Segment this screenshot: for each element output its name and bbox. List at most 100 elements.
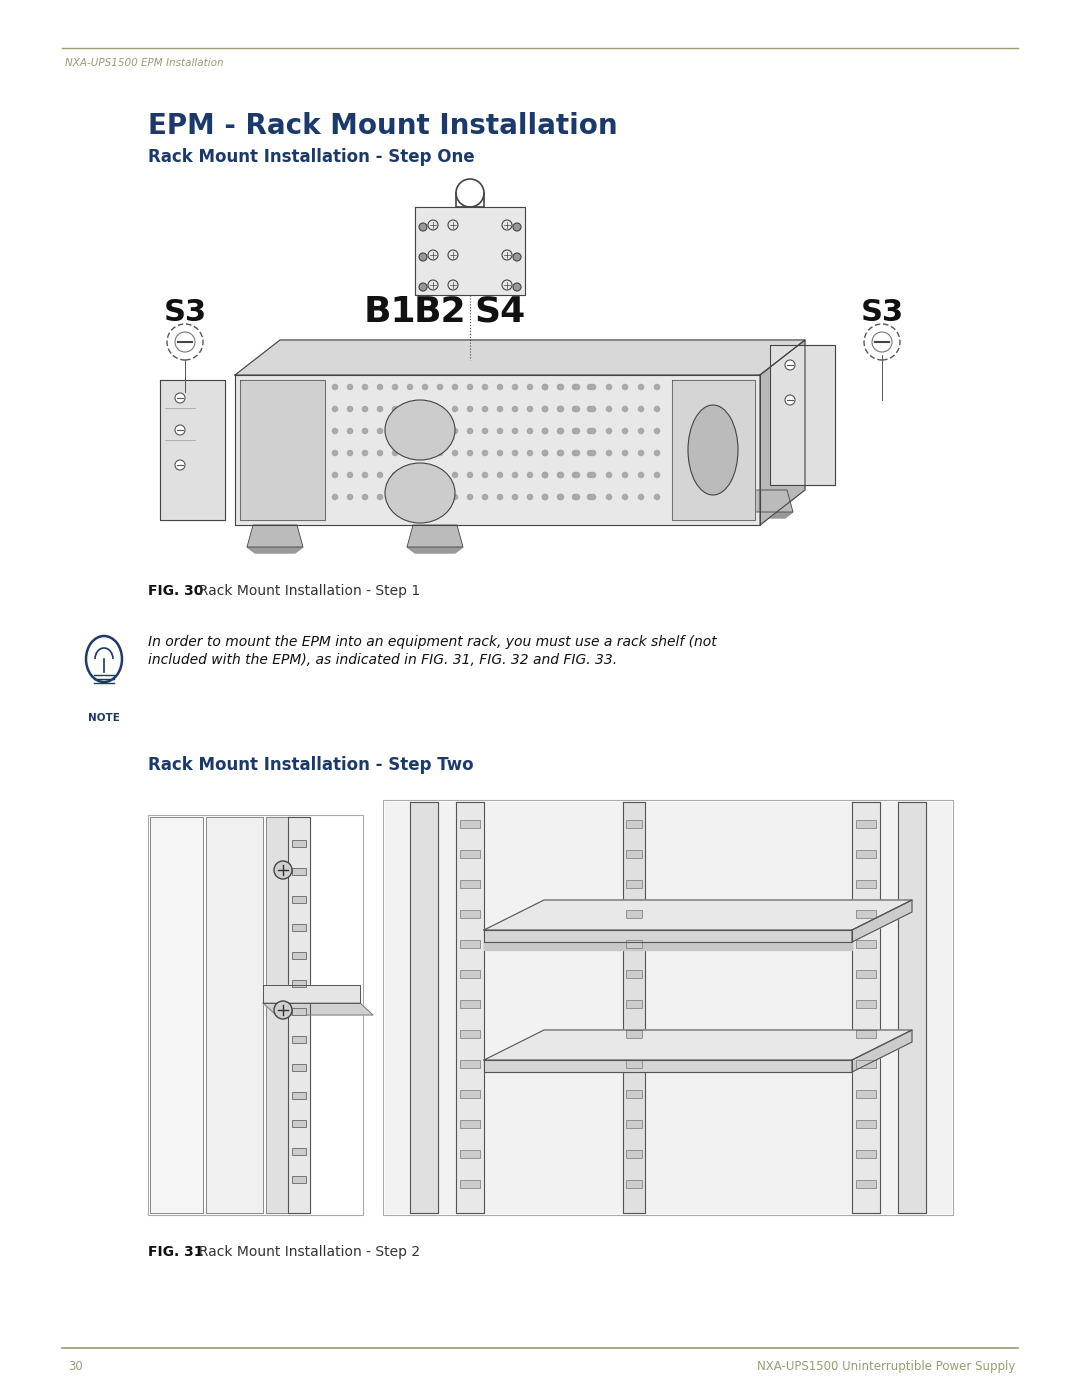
Polygon shape [456,802,484,1213]
Circle shape [347,450,353,455]
Circle shape [362,407,368,412]
Circle shape [638,427,644,434]
Circle shape [542,495,548,500]
Circle shape [622,472,627,478]
Circle shape [175,393,185,402]
Circle shape [453,427,458,434]
Text: S4: S4 [474,295,526,330]
Circle shape [654,384,660,390]
Circle shape [332,407,338,412]
Circle shape [362,472,368,478]
Circle shape [392,495,399,500]
Circle shape [622,495,627,500]
Text: Rack Mount Installation - Step Two: Rack Mount Installation - Step Two [148,756,474,774]
FancyBboxPatch shape [856,820,876,828]
Circle shape [497,407,503,412]
Circle shape [482,407,488,412]
FancyBboxPatch shape [856,1120,876,1127]
Circle shape [467,427,473,434]
Circle shape [588,495,593,500]
Circle shape [377,427,383,434]
FancyBboxPatch shape [292,868,306,875]
Circle shape [513,224,521,231]
Text: included with the EPM), as indicated in FIG. 31, FIG. 32 and FIG. 33.: included with the EPM), as indicated in … [148,652,617,666]
Circle shape [557,384,563,390]
Circle shape [347,495,353,500]
Polygon shape [247,525,303,548]
Polygon shape [484,1060,852,1071]
Circle shape [542,407,548,412]
Circle shape [542,384,548,390]
Circle shape [542,407,548,412]
Circle shape [377,450,383,455]
FancyBboxPatch shape [856,880,876,888]
Circle shape [437,472,443,478]
Circle shape [274,1002,292,1018]
Circle shape [512,427,518,434]
Circle shape [557,407,563,412]
Circle shape [638,384,644,390]
Polygon shape [415,207,525,295]
Circle shape [332,495,338,500]
Polygon shape [264,1003,373,1016]
Polygon shape [672,380,755,520]
Text: 30: 30 [68,1361,83,1373]
Circle shape [622,384,627,390]
FancyBboxPatch shape [626,1060,642,1067]
FancyBboxPatch shape [626,849,642,858]
Ellipse shape [86,636,122,682]
FancyBboxPatch shape [292,981,306,988]
Circle shape [453,450,458,455]
Text: Rack Mount Installation - Step 1: Rack Mount Installation - Step 1 [190,584,420,598]
Polygon shape [737,511,793,518]
Circle shape [377,384,383,390]
Circle shape [588,427,593,434]
Ellipse shape [688,405,738,495]
FancyBboxPatch shape [292,951,306,958]
Circle shape [482,472,488,478]
FancyBboxPatch shape [460,1060,480,1067]
Circle shape [497,495,503,500]
Circle shape [332,450,338,455]
FancyBboxPatch shape [856,849,876,858]
Circle shape [638,472,644,478]
Text: NOTE: NOTE [89,712,120,724]
Circle shape [573,407,580,412]
FancyBboxPatch shape [856,970,876,978]
Polygon shape [760,339,805,525]
Circle shape [437,495,443,500]
Circle shape [588,407,593,412]
Circle shape [392,407,399,412]
Polygon shape [288,817,310,1213]
Circle shape [377,495,383,500]
Circle shape [467,472,473,478]
Circle shape [497,450,503,455]
Polygon shape [484,900,912,930]
Text: Rack Mount Installation - Step 2: Rack Mount Installation - Step 2 [190,1245,420,1259]
Circle shape [527,427,534,434]
Circle shape [654,450,660,455]
Circle shape [573,384,580,390]
Circle shape [407,427,413,434]
Circle shape [453,407,458,412]
Circle shape [407,472,413,478]
FancyBboxPatch shape [856,909,876,918]
Polygon shape [240,380,325,520]
Circle shape [497,427,503,434]
Circle shape [513,284,521,291]
Polygon shape [160,380,225,520]
Circle shape [332,472,338,478]
Circle shape [422,472,428,478]
FancyBboxPatch shape [856,1060,876,1067]
FancyBboxPatch shape [626,1090,642,1098]
Circle shape [467,450,473,455]
Circle shape [558,495,564,500]
Circle shape [638,407,644,412]
Circle shape [512,472,518,478]
Circle shape [422,384,428,390]
Text: Rack Mount Installation - Step One: Rack Mount Installation - Step One [148,148,474,166]
Circle shape [572,427,578,434]
FancyBboxPatch shape [460,820,480,828]
Circle shape [606,450,612,455]
Circle shape [590,472,596,478]
